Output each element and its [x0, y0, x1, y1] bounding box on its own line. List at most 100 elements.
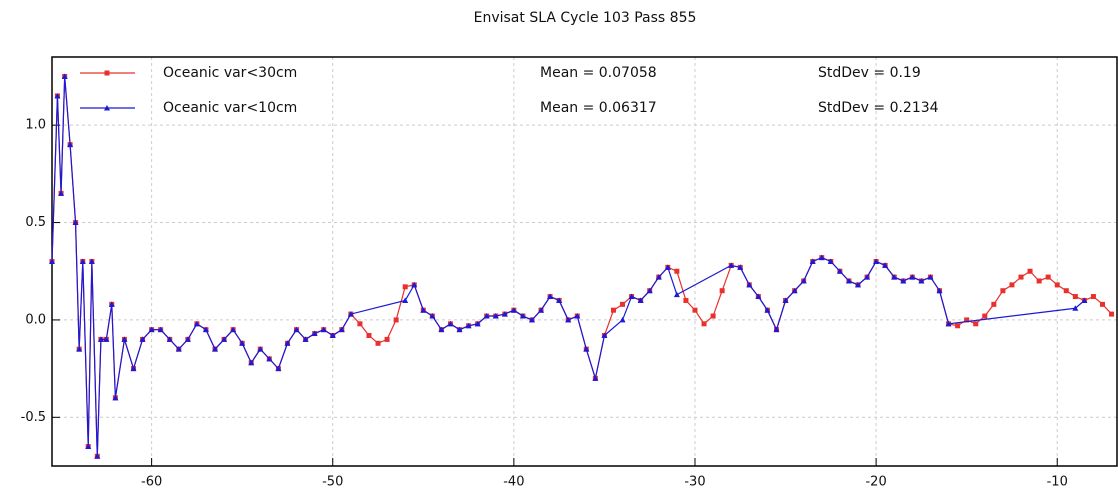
point — [1081, 297, 1088, 303]
point — [108, 301, 115, 307]
point — [791, 287, 798, 294]
point — [103, 336, 110, 342]
point — [1045, 274, 1051, 280]
point — [565, 316, 572, 323]
point — [130, 365, 137, 372]
point — [547, 293, 554, 300]
point — [728, 262, 735, 268]
point — [845, 277, 852, 284]
point — [175, 346, 182, 352]
point — [474, 320, 481, 327]
point — [1000, 288, 1006, 294]
chart-title: Envisat SLA Cycle 103 Pass 855 — [474, 10, 697, 26]
point — [1072, 305, 1079, 311]
y-tick-label: 1.0 — [25, 118, 46, 133]
point — [982, 313, 988, 319]
point — [610, 307, 616, 313]
point — [67, 141, 74, 148]
x-tick-label: -10 — [1047, 475, 1068, 490]
series-line — [51, 76, 1085, 457]
x-tick-label: -40 — [503, 475, 524, 490]
point — [619, 316, 626, 323]
point — [221, 336, 228, 342]
point — [601, 332, 608, 339]
point — [864, 274, 871, 280]
point — [230, 326, 237, 333]
point — [293, 326, 300, 333]
point — [420, 307, 427, 313]
x-tick-label: -30 — [684, 475, 705, 490]
point — [620, 301, 626, 307]
point — [492, 313, 499, 319]
point — [248, 359, 255, 366]
point — [683, 297, 689, 303]
point — [61, 73, 68, 79]
point — [72, 219, 79, 226]
point — [592, 375, 599, 381]
point — [1018, 274, 1024, 280]
point — [104, 70, 110, 76]
point — [955, 323, 961, 329]
point — [836, 268, 843, 274]
point — [655, 274, 662, 280]
point — [1027, 268, 1033, 274]
point — [157, 326, 164, 333]
y-tick-label: 0.5 — [25, 215, 46, 230]
point — [809, 258, 816, 264]
point — [1009, 282, 1015, 288]
legend-label: Oceanic var<10cm — [163, 100, 297, 116]
point — [88, 258, 95, 264]
point — [755, 293, 762, 300]
point — [456, 326, 463, 333]
point — [166, 336, 173, 342]
point — [782, 297, 789, 303]
point — [411, 281, 418, 288]
point — [918, 277, 925, 284]
point — [257, 346, 264, 352]
point — [556, 297, 563, 303]
point — [501, 311, 508, 317]
point — [936, 287, 943, 294]
point — [76, 346, 83, 352]
point — [302, 336, 309, 342]
point — [664, 264, 671, 270]
point — [646, 287, 653, 294]
point — [338, 326, 345, 333]
series-line — [51, 76, 1113, 457]
x-tick-label: -20 — [865, 475, 886, 490]
x-tick-label: -50 — [322, 475, 343, 490]
point — [746, 281, 753, 288]
legend-stddev: StdDev = 0.19 — [818, 65, 921, 81]
point — [366, 333, 372, 339]
plot-frame — [51, 56, 1118, 467]
point — [212, 346, 219, 352]
point — [964, 317, 970, 323]
point — [393, 317, 399, 323]
point — [58, 190, 65, 196]
point — [637, 297, 644, 303]
y-tick-label: -0.5 — [21, 410, 46, 425]
point — [827, 258, 834, 264]
point — [519, 313, 526, 319]
point — [773, 326, 780, 333]
point — [184, 336, 191, 342]
point — [927, 274, 934, 280]
point — [1072, 294, 1078, 300]
point — [311, 330, 318, 337]
point — [465, 322, 472, 329]
point — [1036, 278, 1042, 284]
point — [148, 326, 155, 333]
point — [384, 336, 390, 342]
point — [528, 316, 535, 323]
point — [402, 297, 409, 303]
point — [538, 307, 545, 313]
point — [945, 320, 952, 327]
point — [891, 274, 898, 280]
point — [483, 313, 490, 319]
point — [239, 340, 246, 346]
point — [909, 274, 916, 280]
point — [628, 293, 635, 300]
point — [673, 291, 680, 298]
point — [1063, 288, 1069, 294]
